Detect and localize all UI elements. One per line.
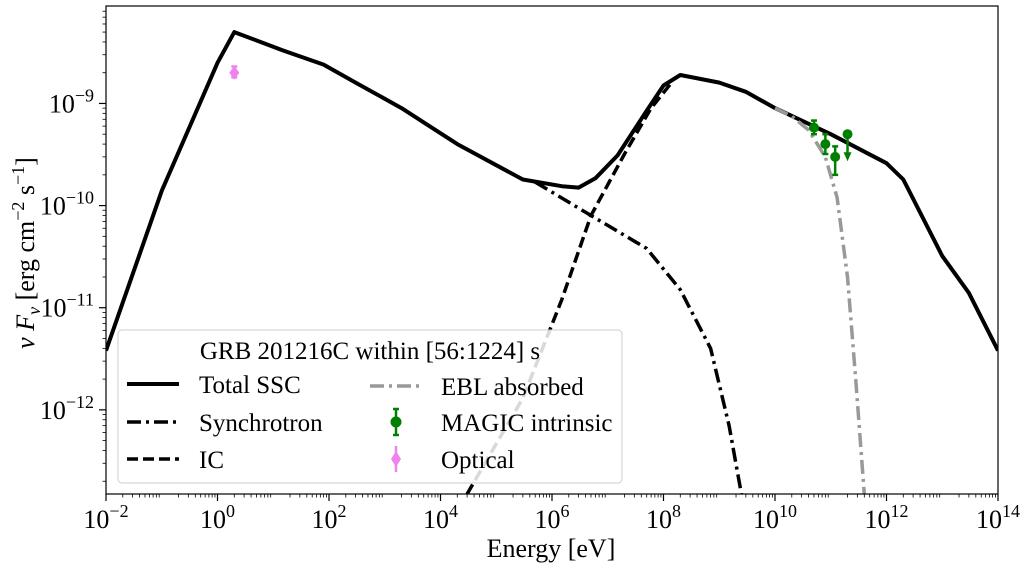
legend-box — [117, 329, 623, 484]
curves-layer — [106, 30, 998, 494]
legend: GRB 201216C within [56:1224] s Total SSC… — [117, 329, 623, 484]
x-axis-title: Energy [eV] — [487, 534, 616, 563]
legend-title: GRB 201216C within [56:1224] s — [200, 338, 540, 365]
legend-ic-label: IC — [199, 447, 224, 474]
legend-total-ssc-label: Total SSC — [199, 372, 301, 399]
y-axis-title: ν Fν [erg cm−2 s−1] — [8, 157, 44, 349]
legend-synchrotron-label: Synchrotron — [199, 410, 323, 437]
magic-intrinsic-point — [808, 119, 819, 136]
y-axis-title-mid: s — [11, 185, 40, 202]
x-tick-label: 106 — [535, 501, 570, 534]
y-axis-title-exp1: −2 — [8, 202, 28, 221]
y-axis: 10−9 10−10 10−11 10−12 — [40, 10, 106, 482]
y-tick-label: 10−12 — [40, 392, 94, 425]
y-axis-title-unit: [erg cm — [11, 221, 40, 307]
magic-intrinsic-point — [820, 132, 831, 156]
y-tick-label: 10−9 — [49, 85, 94, 118]
series-synchrotron-line — [534, 180, 744, 494]
x-tick-label: 100 — [200, 501, 235, 534]
legend-ebl-label: EBL absorbed — [441, 374, 584, 401]
y-tick-label: 10−11 — [41, 290, 94, 323]
x-axis: 10−2 100 102 104 106 108 1010 1012 1014 — [83, 494, 1020, 534]
y-axis-title-exp2: −1 — [8, 166, 28, 185]
series-total-ssc-line — [106, 30, 998, 352]
x-tick-label: 10−2 — [83, 501, 128, 534]
series-ic-line — [465, 81, 673, 494]
x-tick-label: 1014 — [976, 501, 1020, 534]
optical-point — [229, 65, 240, 80]
y-axis-title-symbol: ν F — [11, 314, 40, 349]
x-tick-label: 104 — [423, 501, 458, 534]
magic-intrinsic-point — [830, 145, 841, 177]
legend-optical-swatch — [391, 446, 401, 472]
x-tick-label: 1010 — [753, 501, 797, 534]
magic-intrinsic-point — [842, 129, 853, 162]
points-layer — [229, 65, 853, 177]
series-ebl-absorbed-line — [774, 106, 867, 494]
legend-magic-swatch — [390, 407, 402, 437]
x-tick-label: 1012 — [865, 501, 909, 534]
y-axis-title-sub: ν — [24, 307, 44, 315]
y-axis-title-end: ] — [11, 157, 40, 166]
legend-magic-label: MAGIC intrinsic — [441, 410, 613, 437]
legend-optical-label: Optical — [441, 447, 515, 474]
x-tick-label: 108 — [646, 501, 681, 534]
y-tick-label: 10−10 — [40, 188, 94, 221]
x-tick-label: 102 — [312, 501, 347, 534]
